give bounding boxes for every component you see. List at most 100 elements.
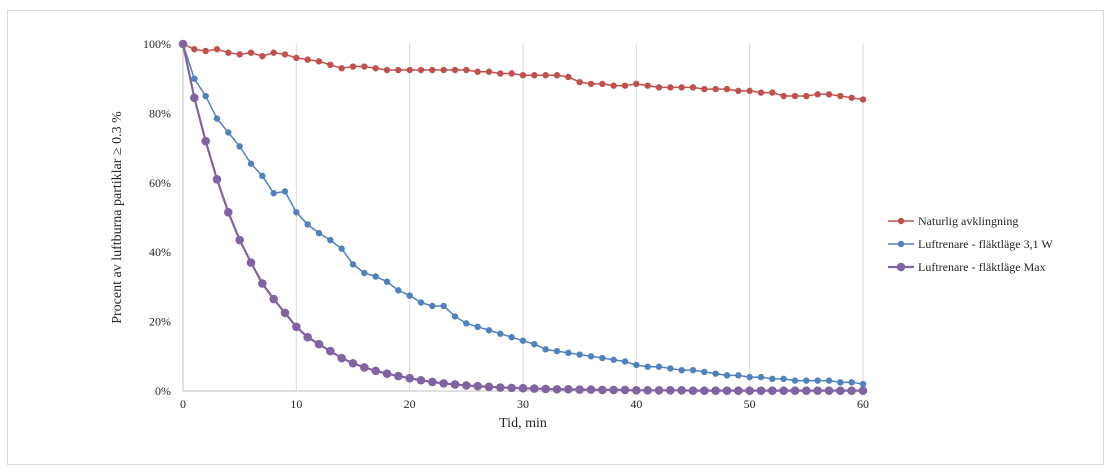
data-point [553, 347, 561, 355]
data-point [429, 66, 436, 74]
data-point [599, 80, 606, 88]
data-point [395, 66, 402, 74]
data-point [247, 160, 255, 167]
data-point [236, 51, 243, 58]
data-point [372, 273, 379, 280]
data-point [428, 377, 437, 387]
legend-label: Luftrenare - fläktläge 3,1 W [918, 237, 1053, 251]
data-point [701, 85, 708, 93]
data-point [859, 380, 867, 388]
data-point [383, 278, 391, 285]
data-point [202, 92, 209, 100]
data-point [235, 235, 244, 245]
data-point [667, 84, 674, 91]
data-point [643, 386, 652, 395]
data-point [315, 58, 323, 65]
data-point [497, 330, 504, 337]
data-point [178, 39, 188, 49]
data-point [667, 365, 674, 372]
data-point [439, 379, 448, 388]
data-point [542, 72, 549, 79]
tick-labels: 0 10 20 30 40 50 60 0% 20% 40% 60% 80% 100% [143, 37, 869, 411]
data-point [474, 68, 481, 75]
data-point [246, 258, 256, 267]
data-point [212, 175, 222, 184]
data-point [224, 207, 233, 217]
y-tick-label: 0% [155, 384, 171, 398]
data-point [689, 84, 697, 91]
data-point [348, 358, 358, 368]
data-point [599, 354, 606, 362]
data-point [586, 385, 596, 394]
data-point [190, 93, 199, 103]
data-point [530, 384, 539, 393]
data-point [858, 386, 868, 395]
x-tick-label: 50 [744, 397, 756, 411]
data-point [552, 384, 562, 394]
data-point [417, 299, 425, 306]
gridlines [295, 44, 864, 391]
data-point [191, 46, 198, 53]
data-point [711, 386, 720, 395]
data-point [293, 209, 300, 216]
data-point [541, 384, 550, 394]
data-point [202, 47, 209, 55]
data-point [847, 386, 856, 395]
data-point [259, 172, 266, 180]
data-point [338, 245, 345, 252]
data-point [837, 92, 844, 100]
data-point [654, 386, 664, 395]
data-point [576, 78, 583, 86]
data-point [587, 80, 595, 88]
data-point [508, 334, 515, 341]
x-axis-title: Tid, min [499, 416, 547, 431]
data-point [201, 136, 210, 146]
series-1 [179, 40, 867, 103]
legend: Naturlig avklingning Luftrenare - fläktlä… [888, 214, 1053, 274]
data-point [394, 371, 403, 381]
data-point [303, 332, 312, 342]
data-point [757, 89, 765, 96]
data-point [417, 66, 425, 74]
data-point [633, 80, 640, 88]
data-point [383, 66, 391, 74]
series-3 [178, 39, 868, 395]
data-point [655, 363, 663, 370]
data-point [780, 375, 787, 383]
data-point [371, 366, 380, 376]
data-point [429, 302, 436, 310]
data-point [723, 372, 731, 379]
y-tick-label: 40% [149, 245, 171, 259]
x-tick-label: 30 [517, 397, 529, 411]
data-point [440, 302, 447, 310]
data-point [518, 383, 528, 393]
legend-label: Naturlig avklingning [918, 214, 1018, 228]
data-point [395, 287, 402, 294]
y-tick-label: 100% [143, 37, 171, 51]
data-point [712, 370, 719, 377]
data-point [474, 323, 481, 331]
data-point [598, 385, 607, 395]
legend-label: Luftrenare - fläktläge Max [918, 260, 1046, 274]
data-point [191, 75, 198, 82]
data-point [405, 373, 414, 383]
data-point [497, 70, 504, 77]
data-point [213, 115, 221, 122]
data-point [803, 377, 810, 384]
data-point [735, 87, 742, 95]
data-point [270, 190, 277, 197]
data-point [463, 320, 470, 327]
data-point [462, 381, 471, 390]
data-point [484, 382, 494, 392]
data-point [677, 386, 686, 395]
x-tick-label: 0 [180, 397, 186, 411]
data-point [553, 72, 561, 79]
data-point [225, 49, 232, 56]
y-axis-title: Procent av luftburna partiklar ≥ 0.3 % [110, 111, 125, 324]
data-point [213, 46, 221, 53]
data-point [247, 49, 255, 56]
chart-frame: 0 10 20 30 40 50 60 0% 20% 40% 60% 80% 100% Tid, min… [7, 10, 1104, 465]
data-point [280, 308, 290, 318]
data-point [712, 85, 719, 93]
data-point [304, 221, 311, 228]
